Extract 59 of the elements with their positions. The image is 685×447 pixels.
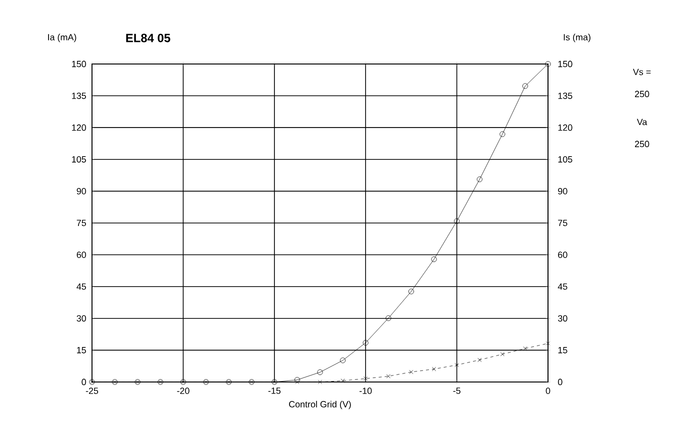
y2-tick-label: 0	[558, 378, 562, 386]
y-tick-label: 45	[76, 283, 86, 290]
y-tick-label: 120	[72, 124, 86, 131]
y-tick-label: 15	[77, 347, 86, 354]
point	[545, 61, 551, 67]
point	[476, 176, 482, 182]
point	[431, 256, 437, 262]
x-tick-label: -15	[268, 388, 281, 394]
point	[432, 367, 436, 372]
x-tick-label: -20	[177, 388, 190, 394]
y2-tick-label: 105	[558, 156, 572, 163]
point	[386, 374, 390, 378]
point	[295, 380, 300, 384]
y-tick-label: 90	[76, 188, 86, 194]
x-tick-label: 0	[546, 388, 550, 394]
y2-tick-label: 75	[558, 220, 568, 226]
y-tick-label: 60	[76, 252, 86, 258]
point	[340, 378, 345, 383]
point	[546, 341, 550, 346]
y-tick-label: 0	[82, 378, 86, 386]
point	[364, 376, 368, 381]
y-tick-label: 75	[76, 220, 86, 226]
chart-title: EL84 05	[126, 34, 170, 42]
point	[522, 83, 528, 89]
point	[454, 218, 460, 224]
y2-tick-label: 135	[558, 92, 572, 99]
y2-tick-label: 90	[558, 188, 568, 194]
point	[478, 358, 482, 362]
point	[500, 131, 506, 137]
y2-tick-label: 60	[558, 252, 568, 258]
text: Vs =	[632, 68, 651, 76]
y-tick-label: 150	[72, 60, 86, 68]
x-axis-title: Control Grid (V)	[289, 400, 351, 410]
point	[340, 358, 346, 364]
point	[408, 288, 414, 294]
point	[454, 362, 459, 368]
point	[386, 315, 392, 321]
point	[317, 369, 323, 376]
x-tick-label: -5	[453, 388, 460, 394]
text: Va	[636, 118, 648, 126]
y2-tick-label: 45	[558, 283, 568, 290]
point	[318, 380, 322, 384]
text: 250	[634, 140, 650, 148]
x-tick-label: -25	[86, 388, 98, 394]
y-tick-label: 135	[72, 92, 86, 99]
y-tick-label: 105	[72, 156, 86, 163]
y2-tick-label: 150	[558, 60, 572, 68]
point	[409, 370, 414, 374]
y2-axis-title: Is (ma)	[564, 34, 590, 42]
y2-tick-label: 30	[558, 315, 568, 322]
point	[362, 340, 368, 346]
text: 250	[634, 90, 650, 98]
y2-tick-label: 120	[558, 124, 572, 131]
point	[500, 352, 504, 356]
y-axis-title: Ia (mA)	[48, 34, 76, 42]
point	[294, 377, 300, 383]
y2-tick-label: 15	[558, 347, 568, 354]
y-tick-label: 30	[76, 315, 86, 322]
x-tick-label: -10	[360, 388, 372, 394]
